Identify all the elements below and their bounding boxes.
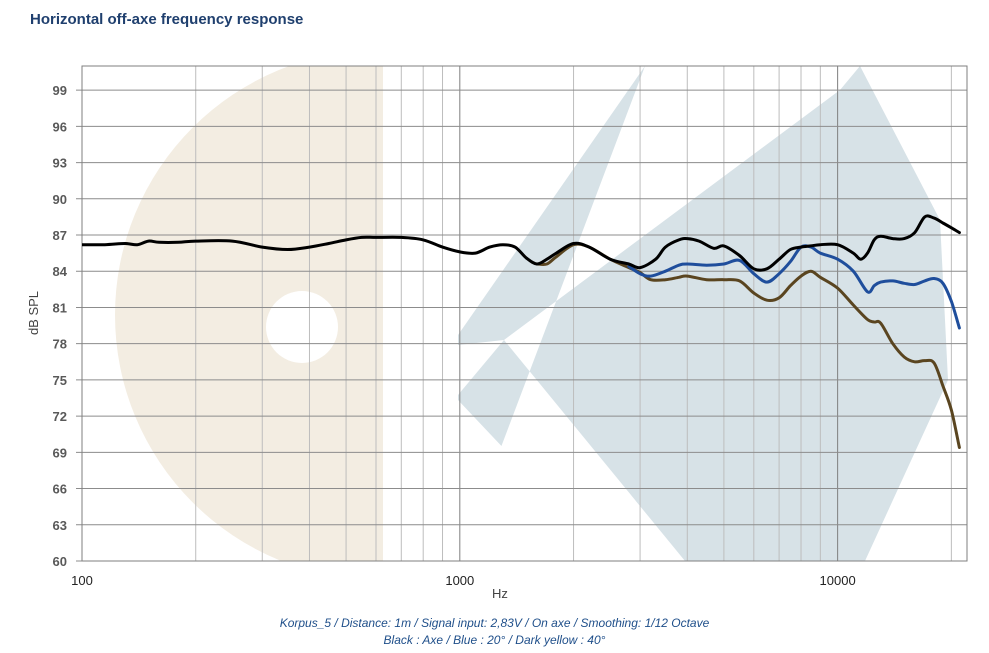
caption-measurement-info: Korpus_5 / Distance: 1m / Signal input: … bbox=[279, 616, 710, 630]
y-axis-label: dB SPL bbox=[26, 291, 41, 335]
y-tick-label: 87 bbox=[53, 228, 67, 243]
y-tick-labels: 60 63 66 69 72 75 78 81 84 87 90 93 96 99 bbox=[53, 83, 68, 569]
y-tick-label: 60 bbox=[53, 554, 67, 569]
y-tick-label: 81 bbox=[53, 300, 67, 315]
y-tick-label: 93 bbox=[53, 156, 67, 171]
y-tick-label: 72 bbox=[53, 409, 67, 424]
x-tick-label: 10000 bbox=[820, 573, 856, 588]
y-tick-label: 84 bbox=[53, 264, 68, 279]
chart-title: Horizontal off-axe frequency response bbox=[30, 11, 304, 28]
x-axis-label: Hz bbox=[492, 586, 508, 601]
x-tick-labels: 100 1000 10000 bbox=[71, 573, 856, 588]
x-tick-label: 100 bbox=[71, 573, 93, 588]
y-tick-label: 90 bbox=[53, 192, 67, 207]
frequency-response-chart: 60 63 66 69 72 75 78 81 84 87 90 93 96 99 100 1000 1000… bbox=[26, 65, 968, 601]
x-tick-label: 1000 bbox=[445, 573, 474, 588]
caption-legend-info: Black : Axe / Blue : 20° / Dark yellow :… bbox=[383, 633, 606, 647]
y-tick-label: 75 bbox=[53, 373, 67, 388]
series-layer bbox=[82, 214, 961, 449]
y-tick-label: 99 bbox=[53, 83, 67, 98]
series-line-axe bbox=[82, 214, 961, 272]
background-watermark bbox=[115, 66, 967, 561]
series-line-deg40 bbox=[535, 242, 961, 449]
y-tick-label: 96 bbox=[53, 119, 67, 134]
y-tick-label: 78 bbox=[53, 337, 67, 352]
y-tick-label: 69 bbox=[53, 445, 67, 460]
y-tick-label: 66 bbox=[53, 482, 67, 497]
y-tick-label: 63 bbox=[53, 518, 67, 533]
